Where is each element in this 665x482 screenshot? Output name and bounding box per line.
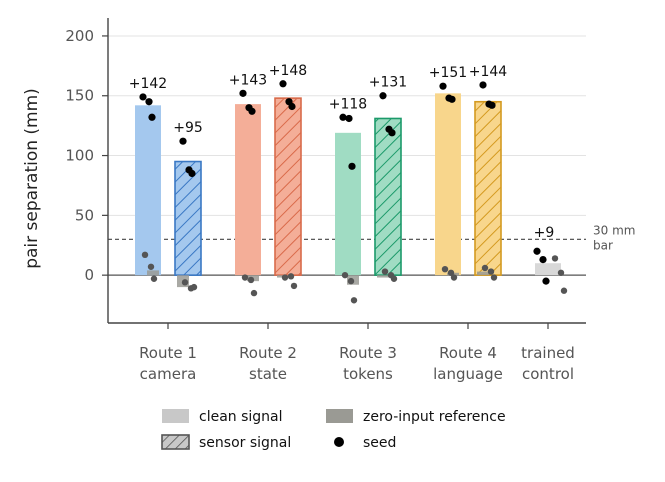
y-tick-label-100: 100 — [65, 147, 94, 165]
data-label-control: +9 — [534, 225, 555, 241]
x-tick-label-cat3-line1: Route 4 — [439, 344, 497, 362]
sensor-bar-cat2 — [374, 117, 402, 276]
y-tick-label-50: 50 — [75, 206, 94, 224]
seed-points — [139, 80, 568, 304]
control-seed-1 — [539, 256, 547, 264]
sensor-seed-cat1-0 — [279, 80, 287, 88]
clean-seed-cat2-2 — [348, 162, 356, 170]
sensor-seed-cat1-2 — [288, 102, 296, 111]
data-label-clean-cat1: +143 — [229, 72, 267, 88]
zero-sensor-seed-cat3-2 — [490, 274, 498, 281]
data-labels: +142 +95 +143+148 +118+131 +151 +144 +9 — [129, 63, 555, 241]
clean-seed-cat1-2 — [248, 107, 256, 115]
zero-sensor-seed-cat1-1 — [287, 273, 295, 280]
zero-sensor-seed-cat2-2 — [390, 275, 398, 282]
sensor-seed-cat2-0 — [379, 92, 387, 100]
legend-seed-swatch — [334, 437, 344, 447]
legend-zero-swatch — [326, 409, 353, 423]
y-tick-label-0: 0 — [84, 266, 94, 284]
data-label-clean-cat0: +142 — [129, 76, 167, 92]
data-label-clean-cat3: +151 — [429, 65, 467, 81]
zero-sensor-seed-cat1-2 — [290, 282, 298, 290]
data-label-sensor-cat0: +95 — [173, 120, 203, 136]
x-tick-label-cat4-line1: trained — [521, 344, 575, 362]
sensor-seed-cat3-2 — [488, 101, 496, 109]
clean-seed-cat0-2 — [148, 113, 156, 121]
y-axis-label: pair separation (mm) — [22, 88, 42, 269]
clean-seed-cat3-2 — [448, 95, 456, 103]
zero-sensor-seed-cat2-0 — [381, 268, 389, 275]
control-bar — [535, 263, 561, 276]
zero-sensor-seed-cat1-0 — [281, 274, 289, 281]
y-tick-label-150: 150 — [65, 87, 94, 105]
zero-sensor-seed-cat3-0 — [481, 264, 489, 272]
x-tick-label-cat0-line2: camera — [140, 365, 197, 383]
sensor-bar-cat0 — [174, 160, 202, 276]
clean-seed-cat2-0 — [339, 113, 347, 121]
data-label-sensor-cat3: +144 — [469, 64, 508, 80]
control-seed-0 — [533, 247, 541, 255]
clean-seed-cat3-0 — [439, 82, 447, 90]
clean-bar-cat0 — [135, 105, 161, 276]
control-zero-seed-2 — [560, 287, 568, 294]
data-label-sensor-cat1: +148 — [269, 63, 307, 79]
legend-zero-label: zero-input reference — [363, 409, 506, 425]
zero-sensor-seed-cat0-2 — [190, 283, 198, 291]
x-tick-label-cat1-line1: Route 2 — [239, 344, 297, 362]
zero-clean-seed-cat0-0 — [141, 251, 149, 259]
zero-clean-seed-cat3-1 — [447, 269, 455, 276]
clean-bar-cat2 — [335, 132, 361, 276]
legend-sensor-label: sensor signal — [199, 435, 291, 451]
legend-clean-swatch — [162, 409, 189, 423]
legend-clean-label: clean signal — [199, 409, 283, 425]
data-label-clean-cat2: +118 — [329, 96, 367, 112]
clean-bar-cat1 — [235, 104, 261, 276]
zero-clean-seed-cat3-2 — [450, 274, 458, 281]
sensor-bar-cat1 — [274, 97, 302, 276]
data-label-sensor-cat2: +131 — [369, 75, 407, 91]
clean-seed-cat0-0 — [139, 93, 147, 101]
zero-clean-seed-cat2-1 — [347, 277, 355, 285]
zero-clean-seed-cat0-1 — [147, 263, 155, 270]
zero-clean-seed-cat2-0 — [341, 271, 349, 279]
x-tick-label-cat1-line2: state — [249, 365, 287, 383]
x-tick-label-cat0-line1: Route 1 — [139, 344, 197, 362]
sensor-bar-cat3 — [474, 100, 502, 276]
legend-sensor-swatch — [161, 434, 190, 450]
zero-ref-bar-sensor-cat2 — [377, 275, 389, 278]
zero-clean-seed-cat3-0 — [441, 265, 449, 273]
zero-clean-seed-cat2-2 — [350, 297, 358, 304]
zero-sensor-seed-cat0-0 — [181, 279, 189, 286]
axes: 0 50 100 150 200 Route 1 camera Route 2 state Rou… — [22, 18, 586, 383]
legend-seed-label: seed — [363, 435, 396, 451]
clean-seed-cat2-1 — [345, 114, 353, 123]
zero-clean-seed-cat1-2 — [250, 289, 258, 297]
zero-ref-bar-sensor-cat3 — [477, 271, 489, 276]
zero-ref-bar-clean-cat0 — [147, 270, 159, 276]
control-seed-2 — [542, 277, 550, 285]
sensor-seed-cat0-0 — [179, 137, 187, 145]
sensor-seed-cat0-2 — [188, 169, 196, 178]
reference-label-line2: bar — [593, 238, 613, 252]
clean-seed-cat1-0 — [239, 89, 247, 97]
zero-sensor-seed-cat3-1 — [487, 268, 495, 275]
x-tick-label-cat2-line2: tokens — [343, 365, 393, 383]
clean-bar-cat3 — [435, 93, 461, 276]
control-zero-seed-0 — [551, 255, 559, 262]
reference-label-line1: 30 mm — [593, 223, 635, 237]
sensor-seed-cat2-2 — [388, 129, 396, 137]
control-zero-seed-1 — [557, 269, 565, 276]
zero-clean-seed-cat1-1 — [247, 276, 255, 284]
bars — [135, 93, 561, 288]
zero-clean-seed-cat1-0 — [241, 274, 249, 281]
x-tick-label-cat4-line2: control — [522, 365, 574, 383]
zero-clean-seed-cat0-2 — [150, 275, 158, 282]
sensor-seed-cat3-0 — [479, 81, 487, 89]
x-tick-label-cat3-line2: language — [433, 365, 503, 383]
clean-seed-cat0-1 — [145, 98, 153, 106]
y-tick-label-200: 200 — [65, 27, 94, 45]
legend: clean signal zero-input reference sensor s… — [161, 409, 506, 451]
x-tick-label-cat2-line1: Route 3 — [339, 344, 397, 362]
